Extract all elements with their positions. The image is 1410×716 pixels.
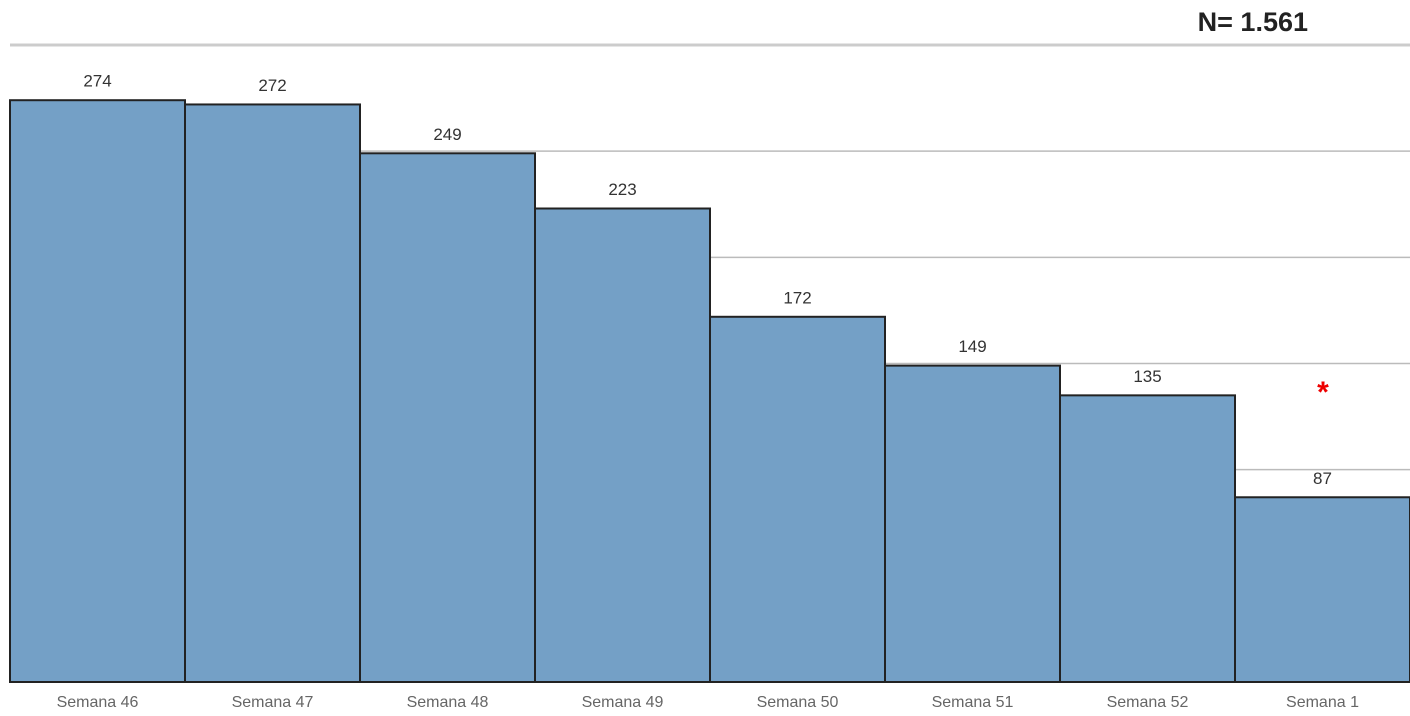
bar — [884, 364, 1061, 683]
value-label: 272 — [258, 76, 286, 95]
bars: 274 272 249 223 172 149 135 87 — [9, 72, 1410, 684]
value-label: 249 — [433, 125, 461, 144]
bar — [184, 103, 361, 684]
x-tick-label: Semana 47 — [232, 694, 314, 711]
x-tick-label: Semana 51 — [932, 694, 1014, 711]
bar — [359, 152, 536, 684]
bar — [9, 99, 186, 683]
value-label: 223 — [608, 180, 636, 199]
x-tick-label: Semana 49 — [582, 694, 664, 711]
asterisk-annotation: * — [1317, 376, 1329, 409]
n-annotation: N= 1.561 — [1198, 7, 1308, 37]
value-label: 87 — [1313, 469, 1332, 488]
bar — [709, 315, 886, 683]
x-tick-label: Semana 50 — [757, 694, 839, 711]
value-label: 172 — [783, 288, 811, 307]
bar — [1234, 496, 1410, 683]
x-tick-label: Semana 52 — [1107, 694, 1189, 711]
value-label: 149 — [958, 337, 986, 356]
bar — [534, 207, 711, 683]
value-label: 274 — [83, 72, 111, 91]
x-tick-label: Semana 48 — [407, 694, 489, 711]
x-tick-label: Semana 46 — [57, 694, 139, 711]
x-tick-label: Semana 1 — [1286, 694, 1359, 711]
bar — [1059, 394, 1236, 683]
value-label: 135 — [1133, 367, 1161, 386]
